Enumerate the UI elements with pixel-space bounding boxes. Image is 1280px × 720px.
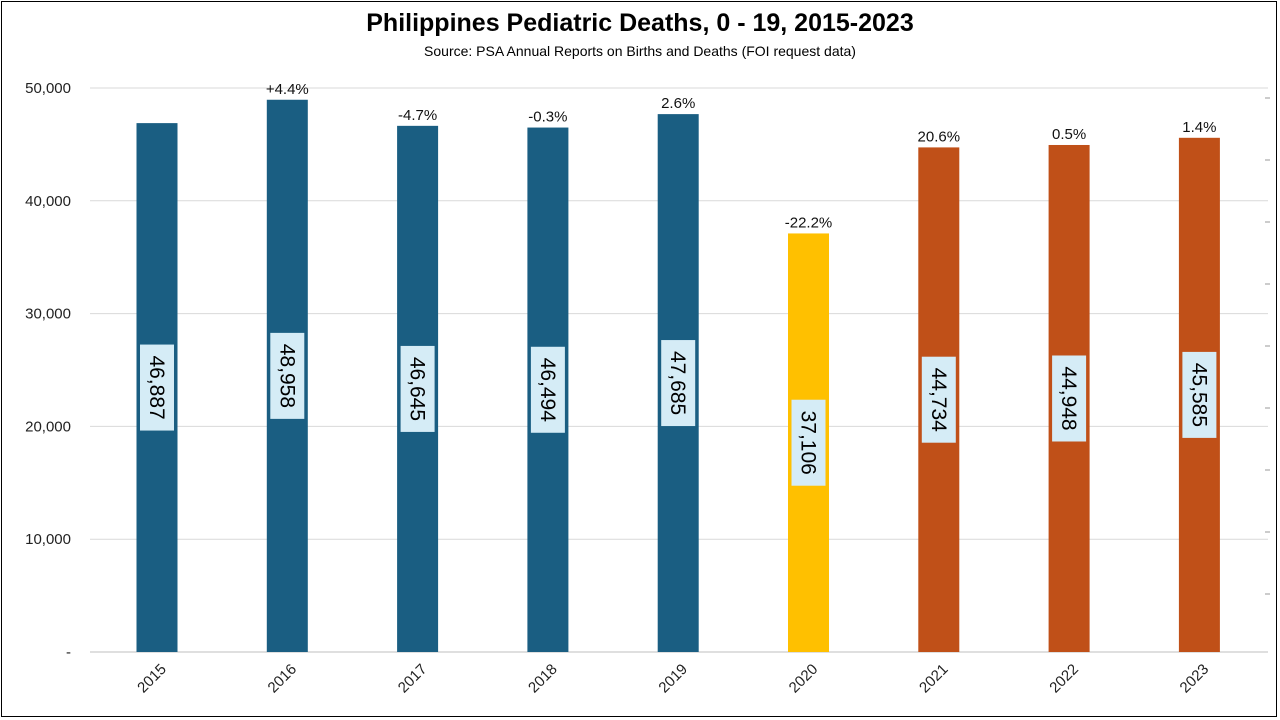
data-labels: 46,887 +4.4% 48,958 -4.7% 46,645 -0.3% 46,494 2…: [140, 81, 1217, 486]
value-label: 46,887: [145, 355, 168, 419]
x-tick-label: 2021: [916, 661, 952, 697]
y-tick-label: -: [66, 644, 71, 661]
value-label: 37,106: [797, 411, 820, 475]
value-label-box: [791, 399, 826, 486]
value-label-group: 46,494: [530, 346, 565, 433]
value-label: 44,734: [927, 368, 950, 433]
value-label-box: [530, 346, 565, 433]
value-label: 47,685: [666, 351, 689, 415]
change-label: 1.4%: [1182, 119, 1216, 136]
value-label-group: 46,887: [140, 344, 174, 431]
chart-title: Philippines Pediatric Deaths, 0 - 19, 20…: [366, 9, 914, 37]
value-label-box: [400, 345, 435, 432]
value-label: 46,645: [406, 357, 429, 421]
change-label: 0.5%: [1052, 126, 1086, 143]
value-label: 45,585: [1187, 363, 1210, 427]
x-axis-ticks: 2015 2016 2017 2018 2019 2020 2021 2022 2023: [134, 661, 1212, 697]
value-label: 48,958: [275, 344, 298, 408]
change-label: -0.3%: [528, 109, 567, 126]
value-label-box: [661, 340, 696, 427]
value-label-box: [140, 344, 174, 431]
value-label-box: [921, 356, 956, 443]
chart-subtitle: Source: PSA Annual Reports on Births and…: [424, 43, 856, 59]
x-tick-label: 2016: [265, 661, 301, 697]
y-tick-label: 10,000: [25, 531, 71, 548]
change-label: -4.7%: [398, 107, 437, 124]
x-tick-label: 2018: [525, 661, 561, 697]
y-axis-ticks: - 10,000 20,000 30,000 40,000 50,000: [25, 80, 71, 661]
x-tick-label: 2019: [655, 661, 691, 697]
change-label: -22.2%: [785, 214, 833, 231]
value-label-group: 44,734: [921, 356, 956, 443]
x-tick-label: 2020: [786, 661, 822, 697]
right-axis-marks: [1265, 97, 1270, 595]
value-label-group: 47,685: [661, 340, 696, 427]
change-label: 20.6%: [918, 128, 961, 145]
y-tick-label: 30,000: [25, 306, 71, 323]
y-tick-label: 40,000: [25, 193, 71, 210]
value-label-group: 48,958: [270, 332, 305, 419]
value-label-group: 45,585: [1182, 351, 1217, 438]
x-tick-label: 2017: [395, 661, 431, 697]
value-label-box: [270, 332, 305, 419]
value-label-group: 44,948: [1052, 355, 1087, 442]
value-label-box: [1052, 355, 1087, 442]
x-tick-label: 2015: [134, 661, 170, 697]
change-label: +4.4%: [266, 81, 309, 98]
y-tick-label: 20,000: [25, 418, 71, 435]
x-tick-label: 2022: [1046, 661, 1082, 697]
value-label: 46,494: [536, 358, 559, 423]
value-label-group: 46,645: [400, 345, 435, 432]
value-label-box: [1182, 351, 1217, 438]
change-label: 2.6%: [661, 95, 695, 112]
x-tick-label: 2023: [1177, 661, 1213, 697]
value-label-group: 37,106: [791, 399, 826, 486]
y-tick-label: 50,000: [25, 80, 71, 97]
value-label: 44,948: [1057, 366, 1080, 430]
